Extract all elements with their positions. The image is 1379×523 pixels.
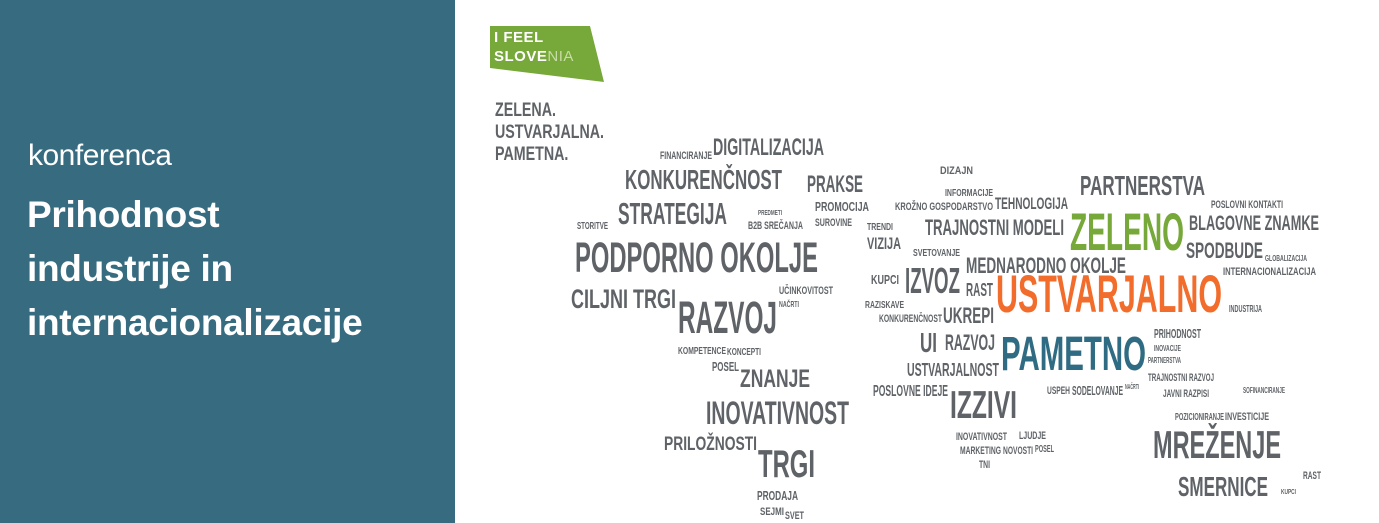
word-cloud-word: PRODAJA xyxy=(757,489,798,504)
word-cloud-word: INVESTICIJE xyxy=(1225,410,1269,423)
i-feel-slovenia-logo: I FEEL SLOVENIA xyxy=(490,26,604,82)
tagline-line: PAMETNA. xyxy=(495,144,569,165)
word-cloud-word: SVET xyxy=(785,509,804,522)
word-cloud-word: NAČRTI xyxy=(1125,384,1139,392)
word-cloud-word: INTERNACIONALIZACIJA xyxy=(1223,265,1316,278)
word-cloud-word: ZELENO xyxy=(1070,203,1184,263)
word-cloud-word: KOMPETENCE xyxy=(678,345,726,357)
word-cloud-word: INOVATIVNOST xyxy=(706,394,849,431)
word-cloud-word: SUROVINE xyxy=(815,216,852,229)
word-cloud-word: SOFINANCIRANJE xyxy=(1243,385,1285,396)
word-cloud-word: RAST xyxy=(1303,469,1321,482)
word-cloud-word: UI xyxy=(920,326,937,358)
word-cloud-word: GLOBALIZACIJA xyxy=(1265,253,1307,264)
word-cloud-word: INOVATIVNOST xyxy=(956,430,1007,443)
word-cloud-word: KONKURENČNOST xyxy=(625,163,782,195)
conference-title: Prihodnost industrije in internacionaliz… xyxy=(27,188,363,350)
word-cloud-word: PRAKSE xyxy=(807,171,863,198)
word-cloud-word: RAST xyxy=(966,280,993,301)
word-cloud-word: NAČRTI xyxy=(779,299,799,310)
word-cloud-word: B2B SREČANJA xyxy=(748,219,803,232)
word-cloud-word: PRIHODNOST xyxy=(1154,327,1201,342)
logo-line-1: I FEEL xyxy=(494,29,544,46)
tagline-line: ZELENA. xyxy=(495,100,556,121)
word-cloud-word: TNI xyxy=(979,458,990,471)
word-cloud-word: MEDNARODNO OKOLJE xyxy=(966,253,1126,279)
word-cloud-word: VIZIJA xyxy=(867,234,901,254)
word-cloud-word: POSEL xyxy=(1035,443,1054,455)
word-cloud-word: POZICIONIRANJE xyxy=(1175,411,1224,423)
word-cloud-word: IZVOZ xyxy=(905,260,960,302)
word-cloud-word: PARTNERSTVA xyxy=(1080,169,1205,201)
word-cloud-word: SVETOVANJE xyxy=(913,247,960,259)
word-cloud-word: SODELOVANJE xyxy=(1072,384,1123,399)
word-cloud-word: USTVARJALNOST xyxy=(907,360,999,381)
word-cloud-word: FINANCIRANJE xyxy=(660,149,712,162)
word-cloud-word: RAZISKAVE xyxy=(865,299,904,311)
word-cloud-word: CILJNI TRGI xyxy=(571,284,676,315)
word-cloud-word: INOVACIJE xyxy=(1154,343,1181,354)
word-cloud-word: PARTNERSTVA xyxy=(1148,355,1181,366)
word-cloud-word: MARKETING xyxy=(960,444,1001,457)
word-cloud-word: STRATEGIJA xyxy=(618,197,727,232)
word-cloud-word: PAMETNO xyxy=(1001,327,1146,382)
word-cloud-word: NOVOSTI xyxy=(1003,444,1033,457)
word-cloud-word: LJUDJE xyxy=(1019,429,1046,442)
word-cloud-word: INDUSTRIJA xyxy=(1229,303,1262,315)
title-line: industrije in xyxy=(27,248,233,289)
word-cloud-word: TEHNOLOGIJA xyxy=(995,194,1068,214)
word-cloud-word: MREŽENJE xyxy=(1153,424,1281,468)
tagline: ZELENA. USTVARJALNA. PAMETNA. xyxy=(495,100,604,166)
word-cloud-word: SMERNICE xyxy=(1178,470,1268,502)
word-cloud-word: PRILOŽNOSTI xyxy=(664,432,757,455)
word-cloud-word: POSLOVNI KONTAKTI xyxy=(1211,198,1283,211)
title-line: internacionalizacije xyxy=(27,302,363,343)
word-cloud-word: RAZVOJ xyxy=(678,291,777,343)
word-cloud-word: STORITVE xyxy=(577,220,608,232)
tagline-line: USTVARJALNA. xyxy=(495,122,604,143)
conference-panel: konferenca Prihodnost industrije in inte… xyxy=(0,0,455,523)
logo-line-2: SLOVENIA xyxy=(494,48,574,65)
word-cloud-word: KONCEPTI xyxy=(727,346,761,358)
word-cloud-word: ZNANJE xyxy=(740,364,810,393)
word-cloud-word: TRAJNOSTNI RAZVOJ xyxy=(1148,371,1214,384)
word-cloud-word: SPODBUDE xyxy=(1186,238,1263,264)
word-cloud-word: USPEH xyxy=(1047,384,1070,397)
word-cloud-word: TRGI xyxy=(758,443,815,487)
word-cloud-word: KONKURENČNOST xyxy=(879,312,942,325)
word-cloud-word: TRAJNOSTNI MODELI xyxy=(925,215,1064,241)
word-cloud-word: TRENDI xyxy=(867,221,893,233)
word-cloud-word: KROŽNO GOSPODARSTVO xyxy=(895,200,993,213)
word-cloud-word: USTVARJALNO xyxy=(996,265,1222,325)
word-cloud-word: KUPCI xyxy=(871,273,899,288)
word-cloud-word: UČINKOVITOST xyxy=(779,284,833,297)
word-cloud-word: PROMOCIJA xyxy=(815,200,869,215)
word-cloud-word: IZZIVI xyxy=(950,384,1017,428)
word-cloud-word: POSEL xyxy=(712,360,739,375)
title-line: Prihodnost xyxy=(27,194,220,235)
conference-kicker: konferenca xyxy=(28,139,172,172)
word-cloud-word: PREDMETI xyxy=(758,210,782,218)
word-cloud-word: UKREPI xyxy=(943,303,994,329)
word-cloud-word: SEJMI xyxy=(760,505,784,518)
word-cloud-word: JAVNI RAZPISI xyxy=(1163,387,1209,400)
word-cloud-word: DIGITALIZACIJA xyxy=(713,134,824,161)
word-cloud-word: PODPORNO OKOLJE xyxy=(575,233,818,282)
word-cloud-word: POSLOVNE IDEJE xyxy=(873,382,948,400)
word-cloud-word: DIZAJN xyxy=(940,164,973,177)
word-cloud-word: BLAGOVNE ZNAMKE xyxy=(1189,212,1319,236)
word-cloud-word: RAZVOJ xyxy=(945,330,995,356)
word-cloud-word: INFORMACIJE xyxy=(945,187,993,199)
word-cloud-word: KUPCI xyxy=(1281,489,1296,497)
